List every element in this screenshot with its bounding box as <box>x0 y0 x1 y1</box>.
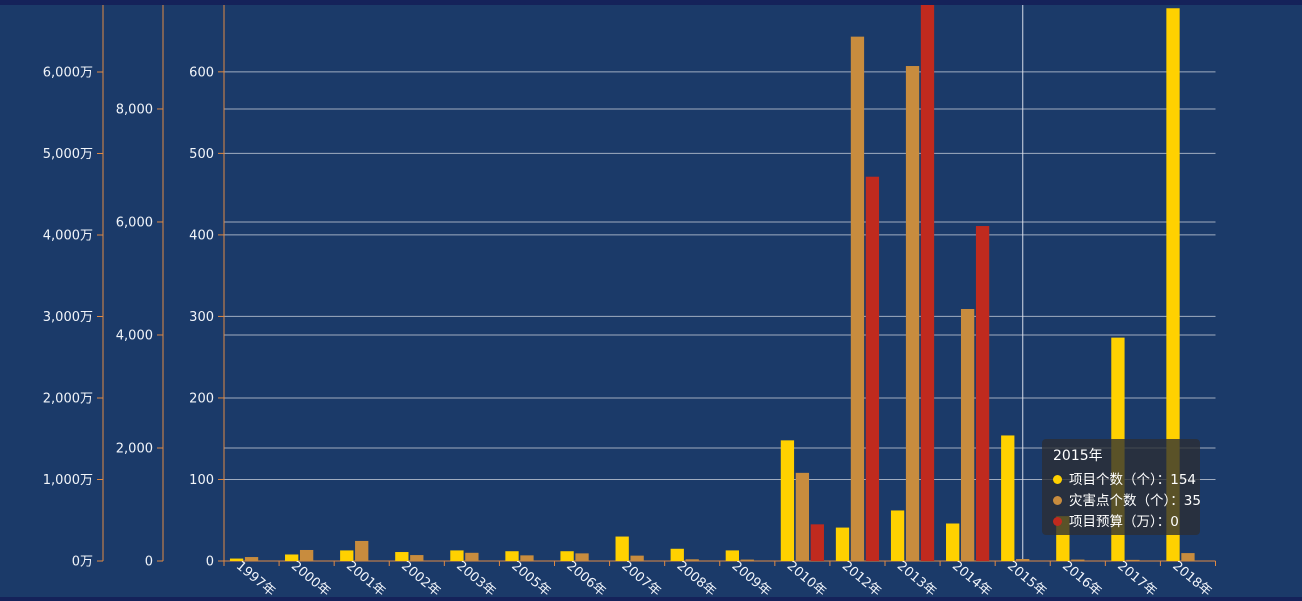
y-axis-tick-label: 2,000 <box>116 441 153 456</box>
bar-2000年-series1[interactable] <box>299 549 314 561</box>
x-axis-label: 2001年 <box>343 559 388 600</box>
bar-2010年-series0[interactable] <box>780 440 795 561</box>
bar-2010年-series2[interactable] <box>810 524 824 561</box>
y-axis-tick-label: 300 <box>189 310 214 325</box>
y-axis-tick-label: 0 <box>206 555 214 570</box>
bar-2018年-series0[interactable] <box>1166 8 1180 562</box>
bar-1997年-series0[interactable] <box>229 558 244 561</box>
y-axis-tick-label: 6,000 <box>116 215 153 230</box>
y-axis-tick-label: 6,000万 <box>43 65 93 80</box>
bar-1997年-series1[interactable] <box>244 557 259 561</box>
y-axis-tick-label: 200 <box>189 391 214 406</box>
x-axis-label: 2016年 <box>1059 559 1104 600</box>
y-axis-tick-label: 0 <box>145 555 153 570</box>
bar-2005年-series0[interactable] <box>505 551 519 561</box>
bar-2015年-series0[interactable] <box>1001 435 1015 561</box>
bar-2010年-series1[interactable] <box>795 472 810 561</box>
bar-2013年-series1[interactable] <box>905 66 920 562</box>
x-axis-label: 2017年 <box>1114 559 1159 600</box>
x-axis-label: 2013年 <box>894 559 939 600</box>
bar-2016年-series1[interactable] <box>1071 559 1085 561</box>
bar-2006年-series1[interactable] <box>575 553 589 561</box>
bar-2017年-series1[interactable] <box>1126 559 1140 561</box>
bar-2012年-series1[interactable] <box>850 36 865 562</box>
x-axis-label: 2002年 <box>398 559 443 600</box>
bar-2018年-series1[interactable] <box>1181 553 1195 561</box>
bar-2001年-series1[interactable] <box>355 540 369 561</box>
bar-2017年-series0[interactable] <box>1111 337 1125 561</box>
y-axis-tick-label: 500 <box>189 147 214 162</box>
bar-2002年-series0[interactable] <box>395 552 409 561</box>
bar-2002年-series1[interactable] <box>410 555 424 561</box>
y-axis-tick-label: 2,000万 <box>43 391 93 406</box>
bar-2000年-series0[interactable] <box>285 554 299 561</box>
y-axis-tick-label: 4,000万 <box>43 228 93 243</box>
bar-2003年-series1[interactable] <box>465 552 479 561</box>
bar-2014年-series0[interactable] <box>946 523 960 561</box>
bar-2012年-series0[interactable] <box>835 527 850 561</box>
x-axis-label: 2009年 <box>729 559 774 600</box>
x-axis-label: 2005年 <box>508 559 553 600</box>
bar-2007年-series1[interactable] <box>630 555 644 561</box>
bar-2007年-series0[interactable] <box>615 536 629 561</box>
x-axis-label: 2008年 <box>674 559 719 600</box>
bar-2012年-series2[interactable] <box>865 176 880 561</box>
x-axis-label: 2012年 <box>839 559 884 600</box>
y-axis-tick-label: 600 <box>189 65 214 80</box>
x-axis-label: 2014年 <box>949 559 994 600</box>
bar-2014年-series2[interactable] <box>975 226 990 562</box>
x-axis-label: 2000年 <box>288 559 333 600</box>
bar-2009年-series1[interactable] <box>740 559 754 561</box>
bar-2016年-series0[interactable] <box>1056 516 1070 561</box>
bar-2013年-series0[interactable] <box>890 510 905 561</box>
bar-2008年-series1[interactable] <box>685 559 699 561</box>
x-axis-label: 2007年 <box>619 559 664 600</box>
x-axis-label: 2010年 <box>784 559 829 600</box>
y-axis-tick-label: 5,000万 <box>43 147 93 162</box>
x-axis-label: 2006年 <box>563 559 608 600</box>
x-axis-label: 2018年 <box>1169 559 1214 600</box>
y-axis-tick-label: 8,000 <box>116 102 153 117</box>
bar-2009年-series0[interactable] <box>725 550 739 561</box>
bar-2005年-series1[interactable] <box>520 555 534 561</box>
x-axis-label: 2015年 <box>1004 559 1049 600</box>
y-axis-tick-label: 400 <box>189 228 214 243</box>
y-axis-tick-label: 1,000万 <box>43 473 93 488</box>
bar-2013年-series2[interactable] <box>920 5 935 561</box>
x-axis-label: 2003年 <box>453 559 498 600</box>
x-axis-label: 1997年 <box>233 559 278 600</box>
y-axis-tick-label: 3,000万 <box>43 310 93 325</box>
bar-2014年-series1[interactable] <box>960 308 975 561</box>
bar-2006年-series0[interactable] <box>560 551 574 561</box>
y-axis-tick-label: 100 <box>189 473 214 488</box>
y-axis-tick-label: 0万 <box>72 555 93 570</box>
bar-2001年-series0[interactable] <box>340 550 354 561</box>
bar-2003年-series0[interactable] <box>450 550 464 561</box>
bar-2015年-series1[interactable] <box>1016 559 1030 561</box>
y-axis-tick-label: 4,000 <box>116 328 153 343</box>
bar-2008年-series0[interactable] <box>670 548 684 561</box>
